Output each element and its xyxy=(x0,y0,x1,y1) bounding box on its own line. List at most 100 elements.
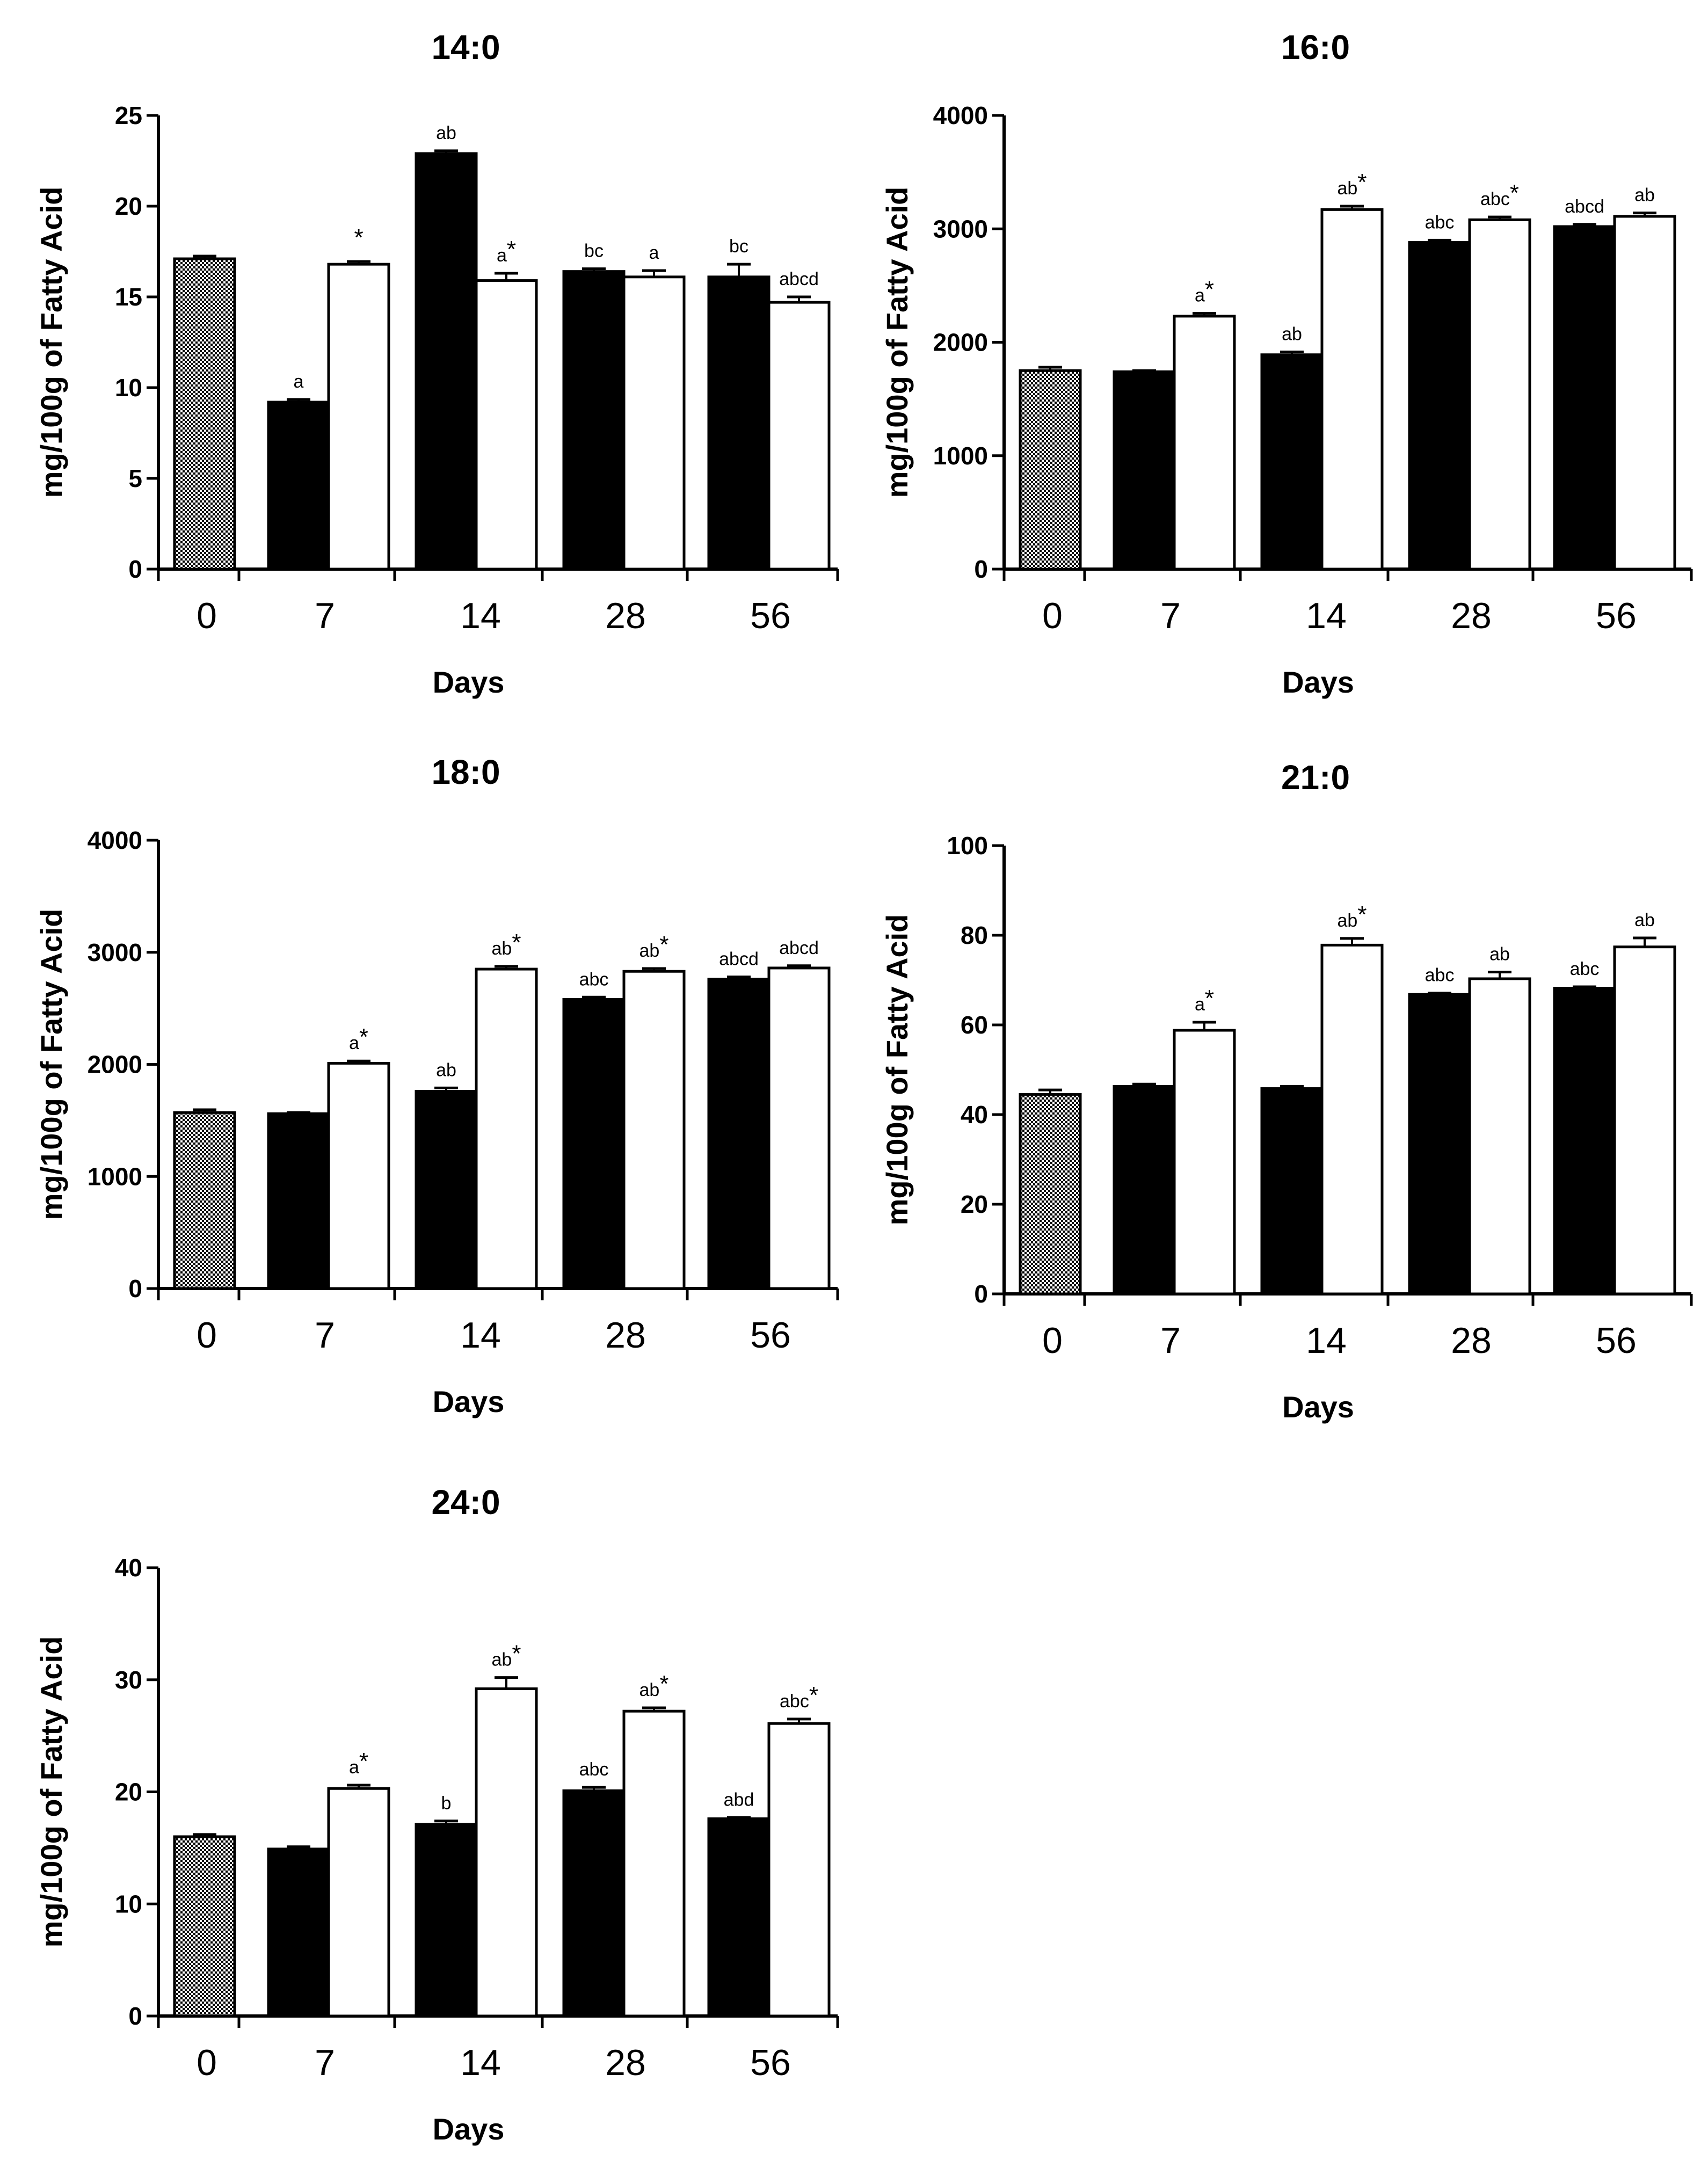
chart-title: 16:0 xyxy=(1281,28,1350,67)
bar-white-day-28 xyxy=(622,275,686,571)
bar-control-day-0 xyxy=(173,1111,236,1290)
significance-label: abc xyxy=(1425,965,1455,986)
significance-label: ab xyxy=(436,123,456,143)
significance-label: abc* xyxy=(1480,180,1519,209)
bar-white-day-14 xyxy=(1320,208,1384,571)
bar-control-day-0 xyxy=(173,1835,236,2018)
bar-black-day-7 xyxy=(1113,1085,1176,1296)
bar-white-day-14 xyxy=(475,1687,538,2018)
bar-black-day-56 xyxy=(707,1817,771,2018)
x-tick-label: 56 xyxy=(750,2042,791,2083)
y-tick-label: 60 xyxy=(961,1011,988,1039)
significance-label: abcd xyxy=(719,949,759,970)
significance-label: a* xyxy=(1195,985,1214,1015)
y-tick-label: 40 xyxy=(115,1554,142,1582)
x-tick-label: 56 xyxy=(1596,595,1637,636)
y-tick-label: 3000 xyxy=(933,215,988,243)
significance-label: abcd xyxy=(779,269,819,289)
y-tick-label: 20 xyxy=(961,1190,988,1218)
x-tick-label: 14 xyxy=(460,2042,501,2083)
x-tick-label: 0 xyxy=(1042,595,1063,636)
bar-black-day-14 xyxy=(1260,1087,1324,1296)
bar-black-day-14 xyxy=(415,152,478,571)
y-axis-label: mg/100g of Fatty Acid xyxy=(34,1636,68,1948)
x-tick-label: 14 xyxy=(460,595,501,636)
y-axis-label: mg/100g of Fatty Acid xyxy=(880,914,914,1226)
y-tick-label: 30 xyxy=(115,1666,142,1694)
x-tick-label: 0 xyxy=(1042,1320,1063,1361)
bar-white-day-56 xyxy=(1613,215,1676,571)
significance-label: a xyxy=(294,372,304,392)
x-tick-label: 56 xyxy=(750,595,791,636)
chart-panel-18-0: 18:0 0 1000 2000 3000 4000 mg/100g of Fatty Ac… xyxy=(34,753,839,1418)
y-tick-label: 0 xyxy=(974,555,988,583)
y-tick-label: 5 xyxy=(128,464,142,492)
x-tick-label: 7 xyxy=(1160,1320,1181,1361)
bar-control-day-0 xyxy=(1019,1093,1082,1296)
significance-label: bc xyxy=(584,241,604,261)
bar-black-day-56 xyxy=(707,978,771,1290)
bar-white-day-56 xyxy=(1613,945,1676,1296)
chart-title: 18:0 xyxy=(431,753,500,791)
bar-white-day-28 xyxy=(622,970,686,1290)
bar-control-day-0 xyxy=(1019,369,1082,571)
y-tick-label: 1000 xyxy=(933,442,988,470)
significance-label: a* xyxy=(1195,276,1214,306)
chart-panel-14-0: 14:0 0 5 10 15 20 25 mg/100g of Fatty Acid 0 7 14 2… xyxy=(34,28,839,699)
x-tick-label: 0 xyxy=(197,595,217,636)
significance-label: ab xyxy=(436,1060,456,1080)
y-axis-label: mg/100g of Fatty Acid xyxy=(34,909,68,1220)
significance-label: ab* xyxy=(492,929,521,959)
bar-black-day-28 xyxy=(562,1789,626,2018)
bar-black-day-14 xyxy=(1260,353,1324,571)
y-tick-label: 0 xyxy=(128,2002,142,2030)
x-axis-label: Days xyxy=(433,665,505,699)
y-tick-label: 0 xyxy=(128,1275,142,1302)
bar-black-day-28 xyxy=(1408,241,1471,571)
significance-label: abcd xyxy=(1565,197,1604,217)
chart-title: 14:0 xyxy=(431,28,500,67)
y-tick-label: 100 xyxy=(947,832,988,860)
significance-label: b xyxy=(441,1793,452,1814)
bar-black-day-28 xyxy=(1408,993,1471,1296)
significance-label: abc xyxy=(579,1759,609,1780)
y-axis-label: mg/100g of Fatty Acid xyxy=(34,187,68,498)
bar-white-day-28 xyxy=(622,1709,686,2018)
x-tick-label: 28 xyxy=(605,2042,646,2083)
bar-white-day-7 xyxy=(327,1061,390,1290)
bar-black-day-28 xyxy=(562,270,626,571)
bar-black-day-56 xyxy=(1553,225,1616,571)
y-tick-label: 3000 xyxy=(88,938,142,966)
bar-white-day-28 xyxy=(1468,977,1531,1296)
x-tick-label: 14 xyxy=(1306,595,1347,636)
significance-label: bc xyxy=(729,236,748,257)
bar-white-day-28 xyxy=(1468,218,1531,571)
bar-control-day-0 xyxy=(173,257,236,571)
y-tick-label: 40 xyxy=(961,1101,988,1129)
y-tick-label: 0 xyxy=(974,1280,988,1308)
x-tick-label: 7 xyxy=(315,2042,335,2083)
bar-white-day-7 xyxy=(1173,1029,1236,1296)
y-axis-label: mg/100g of Fatty Acid xyxy=(880,187,914,498)
chart-panel-16-0: 16:0 0 1000 2000 3000 4000 mg/100g of Fatty Ac… xyxy=(880,28,1693,699)
x-tick-label: 7 xyxy=(1160,595,1181,636)
y-tick-label: 0 xyxy=(128,555,142,583)
bar-white-day-56 xyxy=(767,1722,831,2018)
bar-white-day-7 xyxy=(1173,315,1236,571)
y-tick-label: 80 xyxy=(961,921,988,949)
x-tick-label: 28 xyxy=(1451,1320,1492,1361)
x-tick-label: 0 xyxy=(197,1315,217,1356)
significance-label: a* xyxy=(497,236,516,266)
bar-white-day-14 xyxy=(1320,943,1384,1296)
significance-label: ab* xyxy=(639,1671,669,1700)
x-tick-label: 28 xyxy=(1451,595,1492,636)
bar-black-day-7 xyxy=(1113,370,1176,571)
y-tick-label: 10 xyxy=(115,374,142,402)
x-tick-label: 14 xyxy=(1306,1320,1347,1361)
significance-label: ab xyxy=(1489,944,1510,964)
bar-white-day-7 xyxy=(327,1787,390,2018)
chart-panel-21-0: 21:0 0 20 40 60 80 100 mg/100g of Fatty Acid 0 7 1… xyxy=(880,758,1693,1424)
bar-black-day-56 xyxy=(707,275,771,571)
significance-label: ab* xyxy=(1338,901,1367,931)
bar-white-day-56 xyxy=(767,966,831,1290)
